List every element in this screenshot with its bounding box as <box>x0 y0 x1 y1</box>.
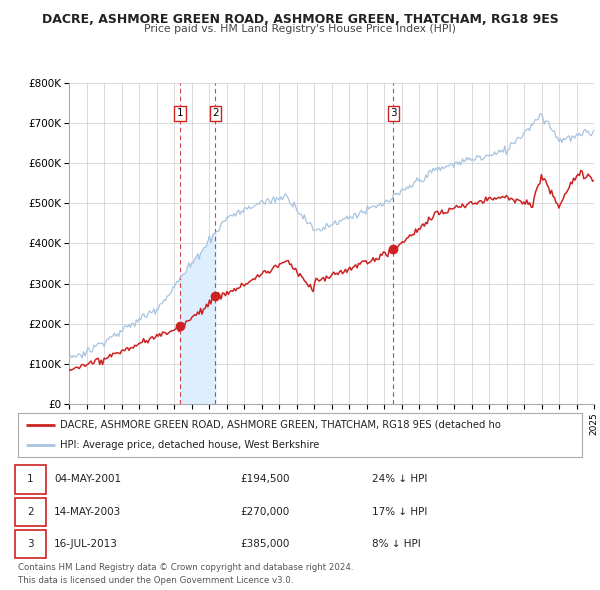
Text: 24% ↓ HPI: 24% ↓ HPI <box>372 474 427 484</box>
Text: 1: 1 <box>27 474 34 484</box>
Text: Price paid vs. HM Land Registry's House Price Index (HPI): Price paid vs. HM Land Registry's House … <box>144 24 456 34</box>
Text: £385,000: £385,000 <box>240 539 289 549</box>
Text: 14-MAY-2003: 14-MAY-2003 <box>54 507 121 517</box>
Text: Contains HM Land Registry data © Crown copyright and database right 2024.: Contains HM Land Registry data © Crown c… <box>18 563 353 572</box>
Text: £270,000: £270,000 <box>240 507 289 517</box>
Text: 2: 2 <box>212 108 219 118</box>
Text: 1: 1 <box>176 108 183 118</box>
Text: 8% ↓ HPI: 8% ↓ HPI <box>372 539 421 549</box>
Text: £194,500: £194,500 <box>240 474 290 484</box>
Text: 16-JUL-2013: 16-JUL-2013 <box>54 539 118 549</box>
Text: 04-MAY-2001: 04-MAY-2001 <box>54 474 121 484</box>
Text: DACRE, ASHMORE GREEN ROAD, ASHMORE GREEN, THATCHAM, RG18 9ES: DACRE, ASHMORE GREEN ROAD, ASHMORE GREEN… <box>41 13 559 26</box>
Text: 17% ↓ HPI: 17% ↓ HPI <box>372 507 427 517</box>
Text: 3: 3 <box>27 539 34 549</box>
Text: 2: 2 <box>27 507 34 517</box>
Text: HPI: Average price, detached house, West Berkshire: HPI: Average price, detached house, West… <box>60 440 320 450</box>
Text: 3: 3 <box>390 108 397 118</box>
Text: DACRE, ASHMORE GREEN ROAD, ASHMORE GREEN, THATCHAM, RG18 9ES (detached ho: DACRE, ASHMORE GREEN ROAD, ASHMORE GREEN… <box>60 420 501 430</box>
Text: This data is licensed under the Open Government Licence v3.0.: This data is licensed under the Open Gov… <box>18 576 293 585</box>
